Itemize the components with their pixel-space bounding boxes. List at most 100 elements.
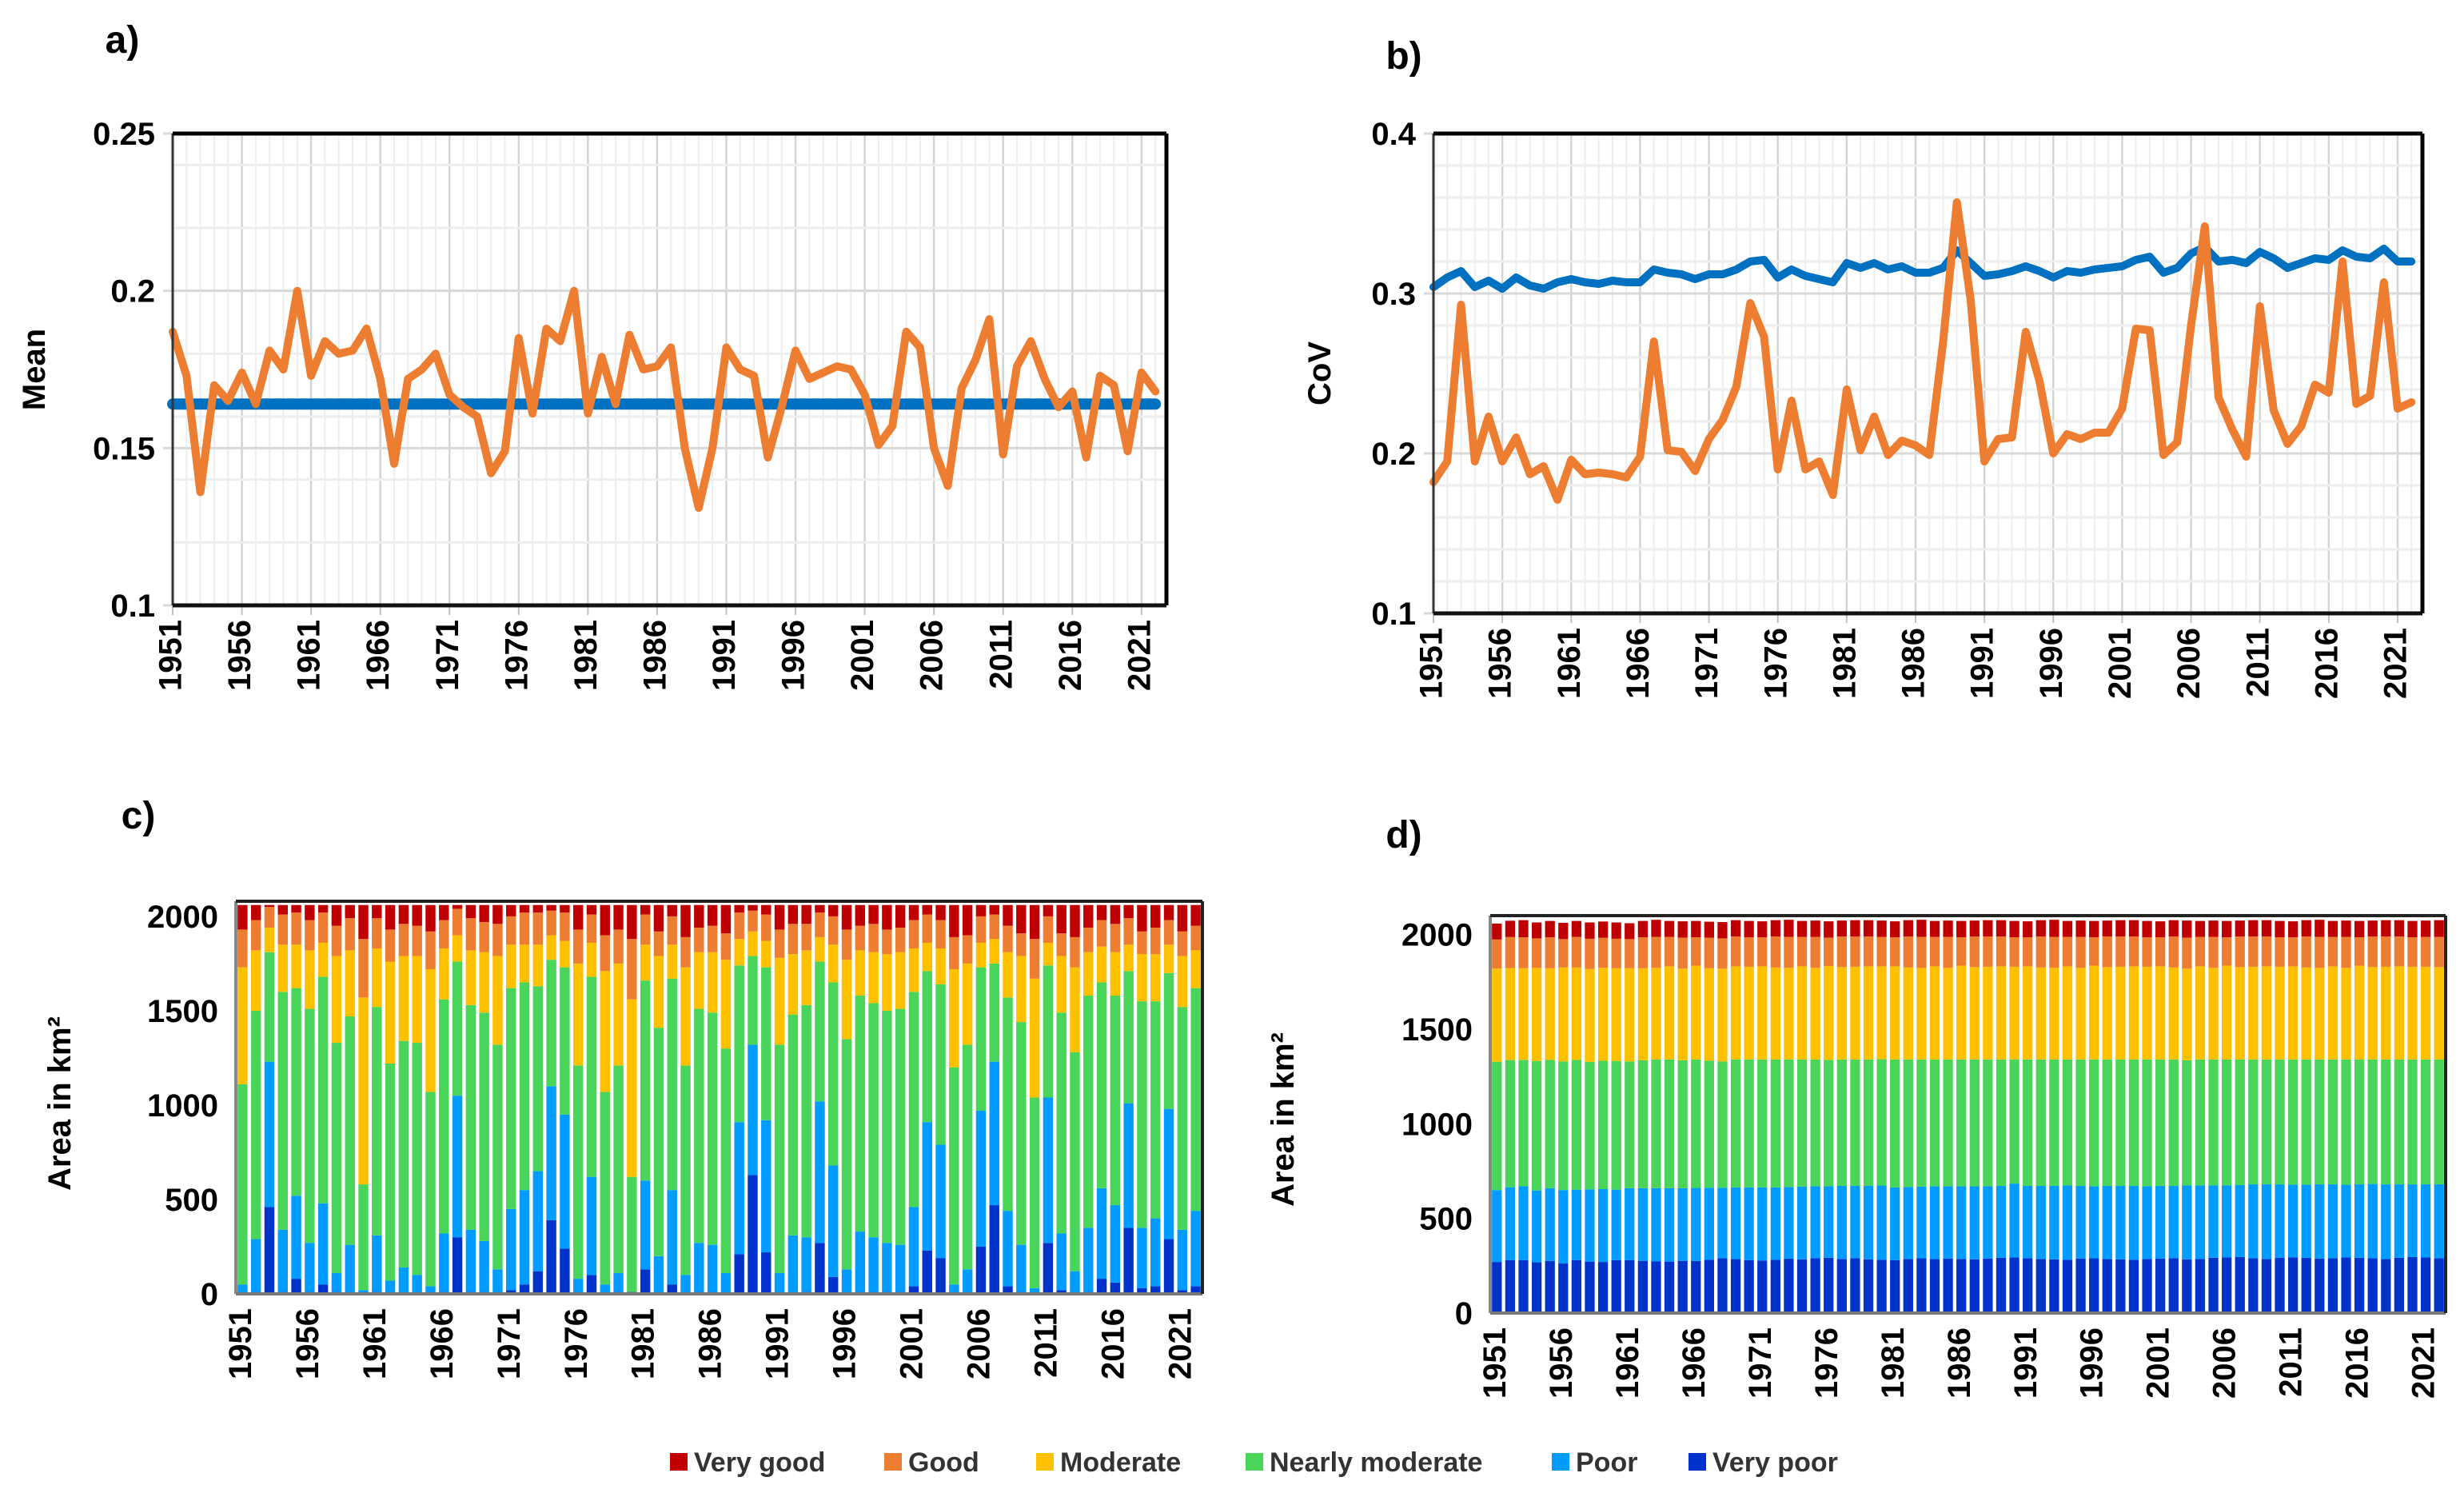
bar-c-1961-very-good xyxy=(372,904,382,919)
x-tick-label-a-1956: 1956 xyxy=(222,620,257,691)
bar-c-1976-very-good xyxy=(572,904,584,930)
bar-d-1951-moderate xyxy=(1492,968,1502,1062)
bar-d-2019-good xyxy=(2394,936,2405,967)
bar-c-1951-good xyxy=(237,929,248,968)
bar-stack-c-1969 xyxy=(479,904,489,1294)
bar-d-1974-very-poor xyxy=(1796,1259,1808,1313)
bar-d-1964-very-poor xyxy=(1664,1261,1675,1313)
bar-stack-c-1960 xyxy=(358,904,369,1294)
x-tick-label-b-1981: 1981 xyxy=(1827,628,1862,699)
bar-stack-c-2003 xyxy=(935,904,946,1294)
bar-d-2015-poor xyxy=(2341,1184,2351,1258)
bar-d-1969-very-good xyxy=(1730,920,1741,937)
x-tick-label-c-1986: 1986 xyxy=(693,1308,728,1379)
bar-c-1986-poor xyxy=(707,1244,718,1292)
bar-d-2009-moderate xyxy=(2261,966,2272,1060)
bar-c-2001-good xyxy=(908,920,919,949)
bar-stack-c-2010 xyxy=(1029,904,1040,1294)
bar-d-1951-very-poor xyxy=(1492,1262,1502,1313)
bar-d-1989-nearly-moderate xyxy=(1996,1059,2007,1186)
bar-stack-d-1959 xyxy=(1597,921,1609,1313)
bar-c-2006-moderate xyxy=(975,942,987,968)
bar-d-2020-very-good xyxy=(2407,920,2418,937)
bar-c-2021-good xyxy=(1177,931,1188,956)
bar-c-1968-good xyxy=(465,918,476,951)
bar-c-2015-very-poor xyxy=(1096,1279,1107,1294)
bar-d-2006-poor xyxy=(2222,1185,2232,1258)
bar-d-1996-very-poor xyxy=(2089,1258,2099,1313)
bar-c-1995-nearly-moderate xyxy=(828,982,839,1166)
bar-d-2018-very-good xyxy=(2381,920,2391,937)
bar-c-1992-nearly-moderate xyxy=(787,1014,799,1236)
bar-d-1992-moderate xyxy=(2035,967,2046,1060)
bar-stack-c-1994 xyxy=(815,904,825,1294)
bar-c-1954-nearly-moderate xyxy=(277,992,288,1230)
bar-stack-d-2010 xyxy=(2275,920,2285,1313)
bar-d-1995-poor xyxy=(2075,1185,2086,1259)
bar-c-1981-good xyxy=(640,914,651,945)
bar-d-1961-moderate xyxy=(1625,968,1635,1062)
bar-d-1984-moderate xyxy=(1929,966,1940,1060)
bar-d-2016-very-poor xyxy=(2354,1257,2365,1313)
bar-c-1991-moderate xyxy=(774,957,785,1045)
bar-c-1999-nearly-moderate xyxy=(882,1010,892,1244)
x-tick-label-a-2006: 2006 xyxy=(915,620,950,691)
bar-stack-d-2007 xyxy=(2235,920,2245,1313)
bar-d-1979-very-good xyxy=(1863,920,1874,937)
bar-d-2014-poor xyxy=(2327,1184,2338,1259)
bar-d-2004-nearly-moderate xyxy=(2195,1059,2206,1186)
bar-d-2021-very-good xyxy=(2420,920,2431,937)
bar-c-1967-good xyxy=(452,908,463,936)
bar-d-1992-good xyxy=(2035,936,2046,968)
bar-c-1978-moderate xyxy=(600,971,610,1092)
bar-stack-d-1988 xyxy=(1983,920,1993,1313)
bar-c-2011-good xyxy=(1043,916,1054,943)
x-tick-label-b-1986: 1986 xyxy=(1896,628,1932,699)
bar-stack-d-1992 xyxy=(2035,920,2046,1313)
bar-c-2013-poor xyxy=(1070,1271,1080,1294)
panel-label-c: c) xyxy=(122,795,156,837)
bar-d-1977-very-poor xyxy=(1836,1259,1847,1313)
bar-d-1975-very-good xyxy=(1810,920,1820,937)
bar-d-2011-very-poor xyxy=(2287,1257,2299,1313)
bar-c-2008-good xyxy=(1003,925,1013,952)
x-tick-label-b-1966: 1966 xyxy=(1621,628,1656,699)
bar-d-1997-moderate xyxy=(2102,967,2112,1060)
bar-d-2002-good xyxy=(2168,936,2179,968)
bar-c-1993-good xyxy=(801,924,811,951)
bar-d-1968-nearly-moderate xyxy=(1717,1061,1728,1188)
bar-stack-c-1952 xyxy=(250,904,261,1294)
bar-d-1975-good xyxy=(1810,936,1820,968)
bar-d-1960-poor xyxy=(1611,1189,1621,1260)
bar-d-1998-poor xyxy=(2115,1185,2126,1259)
bar-c-2005-good xyxy=(962,935,973,964)
bar-c-2021-poor xyxy=(1177,1229,1188,1291)
bar-c-1956-moderate xyxy=(305,950,315,1009)
bar-c-1989-good xyxy=(748,910,758,932)
bar-stack-c-1998 xyxy=(868,904,879,1294)
legend-label-very-poor: Very poor xyxy=(1712,1447,1838,1478)
bar-d-1955-very-good xyxy=(1545,920,1555,937)
bar-d-1981-nearly-moderate xyxy=(1890,1059,1900,1188)
bar-c-2015-nearly-moderate xyxy=(1096,982,1107,1188)
bar-c-1980-very-good xyxy=(627,904,637,940)
bar-d-1991-poor xyxy=(2023,1185,2033,1259)
bar-d-1973-poor xyxy=(1784,1187,1794,1259)
y-tick-label-c-1: 500 xyxy=(165,1183,218,1218)
bar-c-2014-very-good xyxy=(1083,904,1094,928)
bar-c-1997-good xyxy=(855,925,866,951)
bar-c-2003-poor xyxy=(935,1144,946,1259)
bar-stack-c-1955 xyxy=(291,904,301,1294)
bar-c-1966-nearly-moderate xyxy=(439,999,449,1234)
bar-c-2009-good xyxy=(1016,933,1027,956)
bar-d-1969-poor xyxy=(1730,1187,1741,1259)
bar-d-2014-nearly-moderate xyxy=(2327,1059,2338,1185)
bar-c-1979-good xyxy=(613,929,624,964)
bar-c-2019-poor xyxy=(1150,1218,1161,1287)
bar-c-1981-poor xyxy=(640,1180,651,1270)
bar-d-2003-nearly-moderate xyxy=(2182,1060,2192,1186)
y-axis-label-d: Area in km² xyxy=(1266,1032,1301,1207)
legend-label-nearly-moderate: Nearly moderate xyxy=(1270,1447,1482,1478)
bar-stack-d-1993 xyxy=(2049,920,2059,1313)
bar-c-1990-poor xyxy=(761,1120,771,1253)
